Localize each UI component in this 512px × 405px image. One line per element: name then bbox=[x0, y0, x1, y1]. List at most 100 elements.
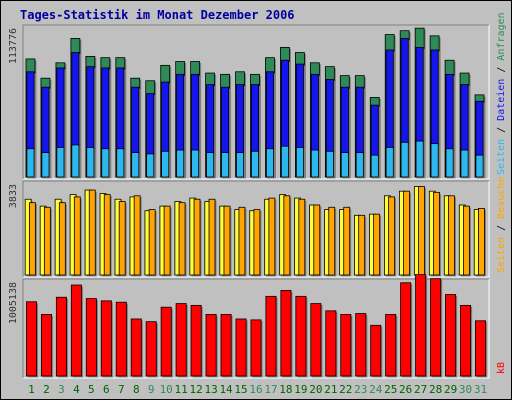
bar-seiten: 21000 bbox=[191, 149, 200, 178]
bar-seiten: 23000 bbox=[385, 147, 394, 178]
panel-top: 1137769200082000220007700070000190008900… bbox=[8, 12, 507, 180]
bar-besuche: 3600 bbox=[433, 191, 440, 276]
day-label: 6 bbox=[103, 383, 110, 396]
bar-besuche: 3000 bbox=[163, 205, 171, 276]
bar-seiten: 20000 bbox=[251, 150, 259, 178]
series-side-labels: kB bbox=[496, 362, 507, 374]
bar-besuche: 3850 bbox=[418, 186, 425, 276]
bar-besuche: 2850 bbox=[253, 209, 261, 276]
series-side-labels: Seiten / Dateien / Anfragen bbox=[496, 12, 507, 175]
day-label: 24 bbox=[369, 383, 383, 396]
label-separator: / bbox=[496, 61, 507, 79]
bar-kb: 680000 bbox=[220, 314, 232, 377]
bar-seiten: 26000 bbox=[430, 143, 439, 178]
bar-kb: 900000 bbox=[445, 294, 457, 377]
bar-kb: 690000 bbox=[355, 313, 367, 377]
bar-besuche: 2600 bbox=[358, 214, 366, 276]
bar-kb: 1005000 bbox=[70, 284, 82, 377]
axis-max-label: 3833 bbox=[8, 184, 19, 208]
bar-seiten: 19000 bbox=[355, 152, 364, 178]
bar-seiten: 22000 bbox=[101, 148, 110, 178]
day-label: 7 bbox=[118, 383, 125, 396]
bar-kb: 945000 bbox=[280, 290, 292, 377]
panels: 1137769200082000220007700070000190008900… bbox=[8, 12, 507, 379]
bar-kb: 880000 bbox=[265, 295, 277, 377]
bar-seiten: 22000 bbox=[445, 148, 454, 178]
day-label: 27 bbox=[414, 383, 427, 396]
bar-seiten: 20000 bbox=[161, 150, 170, 178]
day-label: 21 bbox=[324, 383, 337, 396]
bar-seiten: 23000 bbox=[295, 147, 304, 178]
chart-title: Tages-Statistik im Monat Dezember 2006 bbox=[20, 8, 295, 22]
bar-kb: 1075000 bbox=[430, 278, 442, 377]
bar-besuche: 3150 bbox=[178, 202, 186, 276]
bar-seiten: 19000 bbox=[41, 152, 50, 178]
bar-besuche: 2900 bbox=[478, 208, 485, 276]
bar-besuche: 3000 bbox=[463, 205, 470, 276]
bar-seiten: 19000 bbox=[221, 152, 230, 178]
bar-kb: 630000 bbox=[130, 318, 142, 377]
bar-seiten: 21000 bbox=[460, 149, 469, 178]
day-label: 31 bbox=[474, 383, 487, 396]
series-side-labels: Seiten / Besuche bbox=[496, 177, 507, 273]
day-label: 19 bbox=[294, 383, 307, 396]
bar-besuche: 3150 bbox=[28, 202, 36, 276]
bar-seiten: 23000 bbox=[86, 147, 95, 178]
day-label: 4 bbox=[73, 383, 80, 396]
bar-besuche: 2850 bbox=[148, 209, 156, 276]
day-label: 3 bbox=[58, 383, 65, 396]
bar-kb: 870000 bbox=[55, 296, 67, 377]
bar-besuche: 3400 bbox=[73, 196, 81, 276]
bar-seiten: 20000 bbox=[325, 150, 334, 178]
panel-middle: 3833 3300 3150 3000 2950 3300 3150 3500 3400 3700… bbox=[8, 177, 507, 278]
day-label: 11 bbox=[175, 383, 188, 396]
bar-kb: 630000 bbox=[235, 318, 247, 377]
bar-seiten: 22000 bbox=[116, 148, 125, 178]
bar-seiten: 17000 bbox=[475, 154, 484, 178]
bar-seiten: 18000 bbox=[146, 153, 155, 178]
bar-kb: 620000 bbox=[250, 319, 262, 377]
bar-besuche: 2950 bbox=[328, 206, 336, 276]
bar-besuche: 2650 bbox=[373, 213, 381, 276]
bar-seiten: 22000 bbox=[265, 148, 274, 178]
bar-seiten: 19000 bbox=[206, 152, 215, 178]
bar-besuche: 3650 bbox=[403, 190, 410, 276]
bar-seiten: 19000 bbox=[131, 152, 140, 178]
day-label: 15 bbox=[234, 383, 247, 396]
bar-besuche: 3450 bbox=[448, 195, 455, 276]
bar-besuche: 3050 bbox=[313, 204, 321, 276]
bar-seiten: 22000 bbox=[26, 148, 35, 178]
day-label: 8 bbox=[133, 383, 140, 396]
side-label-kb: kB bbox=[496, 362, 507, 374]
day-label: 28 bbox=[429, 383, 442, 396]
day-label: 14 bbox=[219, 383, 233, 396]
bar-kb: 1030000 bbox=[400, 282, 412, 377]
bar-kb: 760000 bbox=[160, 306, 172, 377]
series-side-label: Seiten / Besuche bbox=[496, 177, 507, 273]
bar-besuche: 3300 bbox=[208, 198, 216, 276]
bar-besuche: 2950 bbox=[43, 206, 51, 276]
bar-kb: 855000 bbox=[85, 298, 97, 377]
bar-seiten: 28000 bbox=[415, 140, 424, 178]
bar-besuche: 3150 bbox=[58, 202, 66, 276]
bar-besuche: 2950 bbox=[238, 206, 246, 276]
bar-besuche: 3200 bbox=[118, 201, 126, 276]
bar-seiten: 17000 bbox=[370, 154, 379, 178]
day-label: 9 bbox=[148, 383, 155, 396]
bar-kb: 815000 bbox=[115, 301, 127, 377]
bar-kb: 1120000 bbox=[415, 274, 427, 377]
bar-besuche: 3700 bbox=[88, 189, 96, 276]
bar-kb: 600000 bbox=[145, 321, 157, 377]
bar-seiten: 25000 bbox=[71, 144, 80, 178]
bar-kb: 680000 bbox=[205, 314, 217, 377]
bar-seiten: 19000 bbox=[340, 152, 349, 178]
bar-seiten: 24000 bbox=[280, 145, 289, 178]
side-label-dateien: Dateien bbox=[496, 79, 507, 121]
side-label-seiten: Seiten bbox=[496, 237, 507, 273]
bar-seiten: 21000 bbox=[176, 149, 185, 178]
bar-kb: 560000 bbox=[370, 324, 382, 377]
day-label: 1 bbox=[28, 383, 35, 396]
side-label-anfragen: Anfragen bbox=[496, 12, 507, 60]
day-label: 17 bbox=[264, 383, 277, 396]
